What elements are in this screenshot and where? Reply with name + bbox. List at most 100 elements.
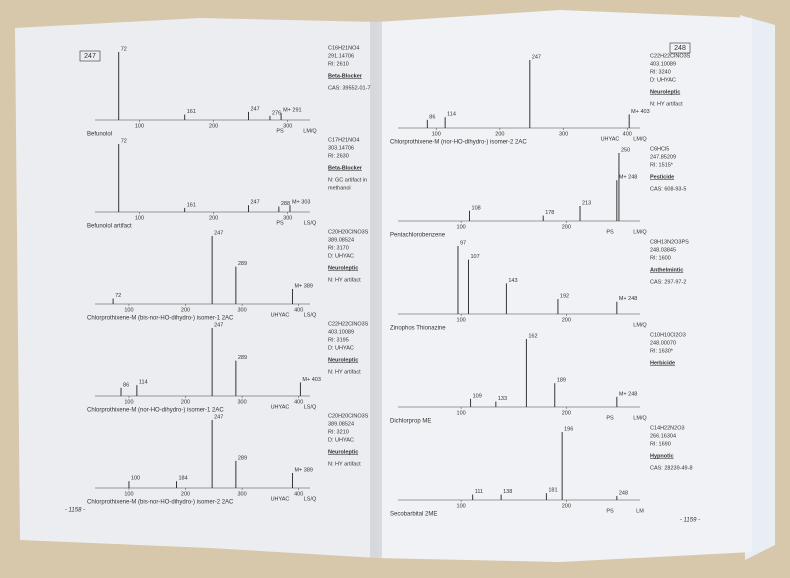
info-line: 403.10089 <box>650 61 676 67</box>
page-label: 247 <box>84 53 96 60</box>
axis-label: PS <box>606 229 614 235</box>
peak-label: 189 <box>557 378 566 384</box>
peak-label: M+ 248 <box>619 296 638 302</box>
drug-class: Neuroleptic <box>328 265 358 271</box>
info-line: C16H21NO4 <box>328 45 360 51</box>
drug-class: Neuroleptic <box>328 357 358 363</box>
note: N: HY artifact <box>328 369 361 375</box>
peak-label: 289 <box>238 261 247 267</box>
tick-label: 300 <box>238 491 247 497</box>
peak-label: 72 <box>115 293 121 299</box>
info-line: D: UHYAC <box>328 253 354 259</box>
axis-label: PS <box>276 220 284 226</box>
compound-name: Zinophos Thionazine <box>390 326 446 332</box>
peak-label: 289 <box>238 355 247 361</box>
peak-label: 248 <box>619 490 628 496</box>
info-line: C22H22ClNO3S <box>650 53 691 59</box>
compound-name: Chlorprothixene-M (nor-HO-dihydro-) isom… <box>390 140 527 146</box>
info-line: RI: 1630* <box>650 348 674 354</box>
tick-label: 400 <box>294 491 303 497</box>
info-line: D: UHYAC <box>328 437 354 443</box>
tick-label: 200 <box>562 503 571 509</box>
tick-label: 200 <box>495 131 504 137</box>
drug-class: Beta-Blocker <box>328 165 363 171</box>
drug-class: Neuroleptic <box>328 449 358 455</box>
drug-class: Beta-Blocker <box>328 73 363 79</box>
note: N: HY artifact <box>650 101 683 107</box>
tick-label: 400 <box>623 131 632 137</box>
compound-name: Befunolol <box>87 132 112 138</box>
axis-label: UHYAC <box>271 496 290 502</box>
tick-label: 200 <box>181 399 190 405</box>
note: N: GC artifact in <box>328 177 367 183</box>
peak-label: 108 <box>472 205 481 211</box>
peak-label: 247 <box>214 414 223 420</box>
left-page <box>15 18 378 558</box>
right-page <box>378 10 752 562</box>
info-line: RI: 1600 <box>650 255 671 261</box>
info-line: 303.14706 <box>328 145 354 151</box>
info-line: C22H22ClNO3S <box>328 321 369 327</box>
page-footer: - 1159 - <box>680 518 700 524</box>
info-line: RI: 3170 <box>328 245 349 251</box>
compound-name: Chlorprothixene-M (bis-nor-HO-dihydro-) … <box>87 500 234 506</box>
peak-label: 161 <box>187 202 196 208</box>
info-line: 266.16304 <box>650 433 676 439</box>
tick-label: 200 <box>562 224 571 230</box>
tick-label: 300 <box>238 307 247 313</box>
peak-label: 288 <box>281 201 290 207</box>
peak-label: 161 <box>187 109 196 115</box>
peak-label: 162 <box>528 333 537 339</box>
tick-label: 100 <box>457 410 466 416</box>
tick-label: 300 <box>283 123 292 129</box>
peak-label: 178 <box>545 210 554 216</box>
info-line: 247.85209 <box>650 154 676 160</box>
peak-label: 181 <box>548 488 557 494</box>
tick-label: 100 <box>457 503 466 509</box>
info-line: 403.10089 <box>328 329 354 335</box>
page-footer: - 1158 - <box>65 508 85 514</box>
info-line: 389.08524 <box>328 421 354 427</box>
tick-label: 200 <box>181 307 190 313</box>
gutter <box>370 22 382 558</box>
peak-label: M+ 389 <box>294 283 313 289</box>
axis-label: LM/Q <box>633 136 647 142</box>
peak-label: 133 <box>498 396 507 402</box>
tick-label: 200 <box>209 215 218 221</box>
note: CAS: 39552-01-7 <box>328 85 371 91</box>
compound-name: Chlorprothixene-M (bis-nor-HO-dihydro-) … <box>87 316 234 322</box>
tick-label: 100 <box>457 224 466 230</box>
peak-label: M+ 389 <box>294 467 313 473</box>
tick-label: 300 <box>283 215 292 221</box>
peak-label: 114 <box>447 112 456 118</box>
peak-label: 250 <box>621 147 630 153</box>
info-line: 291.14706 <box>328 53 354 59</box>
info-line: RI: 3195 <box>328 337 349 343</box>
page-label-box <box>79 50 101 62</box>
peak-label: 196 <box>564 426 573 432</box>
axis-label: LM/Q <box>633 229 647 235</box>
info-line: 248.00070 <box>650 340 676 346</box>
info-line: C20H20ClNO3S <box>328 413 369 419</box>
compound-name: Dichlorprop ME <box>390 419 431 425</box>
drug-class: Hypnotic <box>650 453 674 459</box>
tick-label: 400 <box>294 307 303 313</box>
tick-label: 200 <box>562 410 571 416</box>
peak-label: 247 <box>532 54 541 60</box>
peak-label: M+ 291 <box>283 108 302 114</box>
axis-label: UHYAC <box>271 312 290 318</box>
peak-label: 184 <box>178 476 187 482</box>
peak-label: 111 <box>475 489 483 495</box>
info-line: RI: 2630 <box>328 153 349 159</box>
peak-label: 100 <box>131 476 140 482</box>
peak-label: M+ 403 <box>302 377 321 383</box>
peak-label: M+ 248 <box>619 175 638 181</box>
peak-label: 247 <box>214 322 223 328</box>
drug-class: Neuroleptic <box>650 89 680 95</box>
info-line: 389.08524 <box>328 237 354 243</box>
axis-label: PS <box>606 415 614 421</box>
axis-label: PS <box>606 508 614 514</box>
compound-name: Secobarbital 2ME <box>390 512 437 518</box>
peak-label: 192 <box>560 293 569 299</box>
